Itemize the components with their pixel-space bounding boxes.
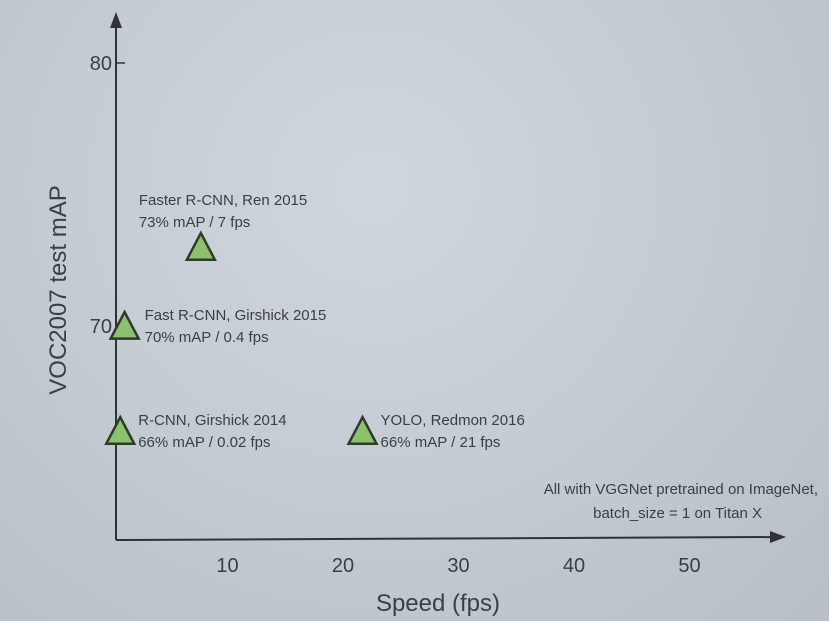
point-label-title: R-CNN, Girshick 2014 [138,412,286,429]
point-label-stats: 73% mAP / 7 fps [139,214,250,231]
x-axis-title: Speed (fps) [376,590,500,617]
x-tick-label: 30 [447,555,469,577]
y-axis-title: VOC2007 test mAP [45,185,72,394]
point-label-title: Faster R-CNN, Ren 2015 [139,192,307,209]
axes [110,12,786,543]
point-label-title: YOLO, Redmon 2016 [381,412,525,429]
data-point-triangle [346,414,379,446]
x-axis-arrow [770,531,786,543]
point-label-stats: 70% mAP / 0.4 fps [145,329,269,346]
data-point-triangle [108,309,141,340]
point-label-stats: 66% mAP / 0.02 fps [138,434,270,451]
x-ticks: 10 20 30 40 50 [216,555,700,577]
y-tick-label: 80 [90,53,112,75]
note-line-1: All with VGGNet pretrained on ImageNet, [544,481,818,498]
y-ticks: 70 80 [90,53,125,338]
point-label-title: Fast R-CNN, Girshick 2015 [145,307,327,324]
x-tick-label: 20 [332,555,354,577]
x-tick-label: 10 [216,555,238,577]
data-point-triangle [104,414,137,446]
data-points: R-CNN, Girshick 2014 66% mAP / 0.02 fps Fa… [104,192,525,451]
y-axis-arrow [110,12,122,28]
x-tick-label: 40 [563,555,585,577]
point-label-stats: 66% mAP / 21 fps [381,434,501,451]
data-point-triangle [184,230,217,261]
x-axis-line [115,536,777,541]
note-line-2: batch_size = 1 on Titan X [593,505,762,522]
y-tick-label: 70 [90,316,112,338]
x-tick-label: 50 [678,555,700,577]
